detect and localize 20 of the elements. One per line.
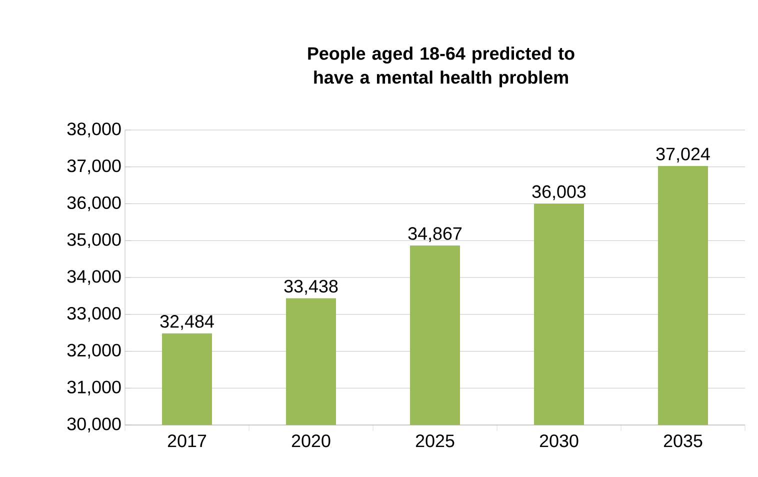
x-tick-label: 2020 [292,434,330,448]
data-label: 32,484 [160,315,214,330]
chart-title: People aged 18-64 predicted to have a mental health problem [308,46,574,88]
x-tick-label: 2025 [416,434,454,448]
y-tick-label: 37,000 [67,159,121,174]
y-tick-label: 32,000 [67,344,121,359]
y-tick-label: 38,000 [67,122,121,138]
y-tick-label: 34,000 [67,270,121,285]
y-tick-label: 35,000 [67,233,121,248]
data-label: 36,003 [532,185,586,200]
x-tick-label: 2030 [540,434,578,448]
x-tick-label: 2017 [168,434,206,448]
data-label: 33,438 [284,280,338,295]
y-tick-label: 30,000 [67,418,121,432]
y-tick-label: 31,000 [67,380,121,396]
data-label: 34,867 [408,227,462,242]
y-tick-label: 36,000 [67,196,121,212]
y-tick-label: 33,000 [67,306,121,322]
x-tick-label: 2035 [664,434,702,448]
data-label: 37,024 [656,148,710,162]
